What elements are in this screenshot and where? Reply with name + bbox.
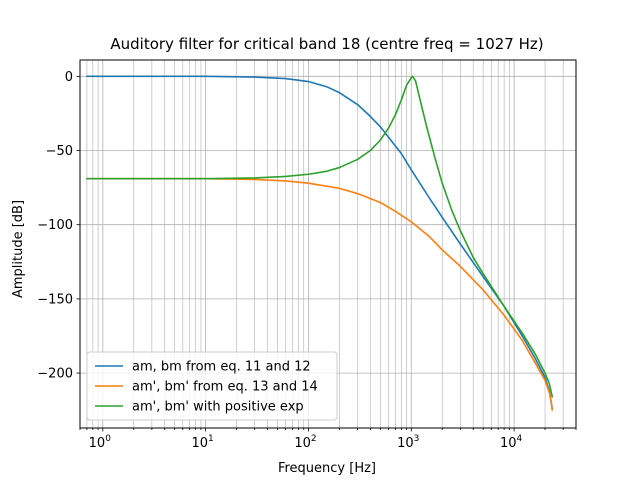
y-tick-label: −100 bbox=[37, 218, 73, 233]
legend-label-3: am', bm' with positive exp bbox=[132, 400, 304, 415]
y-tick-label: −150 bbox=[37, 292, 73, 307]
legend-box bbox=[86, 351, 338, 421]
x-axis-label: Frequency [Hz] bbox=[278, 461, 376, 476]
series-line-3 bbox=[86, 75, 554, 398]
legend-label-1: am, bm from eq. 11 and 12 bbox=[132, 360, 311, 375]
x-tick-label: 103 bbox=[397, 434, 419, 451]
series-line-2 bbox=[86, 177, 554, 411]
legend-label-2: am', bm' from eq. 13 and 14 bbox=[132, 380, 318, 395]
chart-title: Auditory filter for critical band 18 (ce… bbox=[110, 35, 543, 53]
y-tick-label: 0 bbox=[65, 70, 73, 85]
y-tick-label: −50 bbox=[46, 144, 73, 159]
x-tick-label: 102 bbox=[294, 434, 316, 451]
x-axis-ticks: 100 101 102 103 104 bbox=[79, 428, 577, 451]
x-tick-label: 100 bbox=[89, 434, 112, 451]
legend: am, bm from eq. 11 and 12 am', bm' from e… bbox=[86, 351, 338, 421]
series-lines bbox=[86, 75, 554, 411]
x-tick-label: 101 bbox=[191, 434, 213, 451]
y-axis-ticks: 0 −50 −100 −150 −200 bbox=[37, 70, 80, 382]
y-axis-label: Amplitude [dB] bbox=[11, 200, 26, 298]
series-line-1 bbox=[86, 75, 554, 410]
x-tick-label: 104 bbox=[500, 434, 523, 451]
axes-frame bbox=[79, 59, 577, 429]
y-tick-label: −200 bbox=[37, 367, 73, 382]
